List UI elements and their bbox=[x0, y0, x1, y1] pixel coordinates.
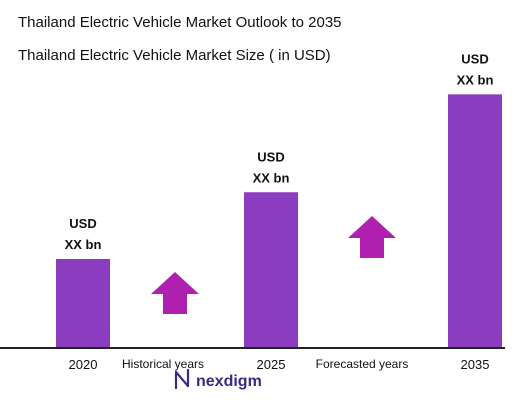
value-label: USD bbox=[257, 149, 284, 164]
value-label: XX bn bbox=[253, 170, 290, 185]
x-tick-label: 2020 bbox=[69, 357, 98, 372]
period-note: Forecasted years bbox=[316, 357, 409, 371]
nexdigm-logo-icon bbox=[174, 368, 190, 390]
chart-title: Thailand Electric Vehicle Market Outlook… bbox=[18, 14, 342, 31]
chart-subtitle: Thailand Electric Vehicle Market Size ( … bbox=[18, 47, 331, 64]
bars-group bbox=[56, 94, 502, 348]
value-label: USD bbox=[461, 51, 488, 66]
x-tick-label: 2025 bbox=[257, 357, 286, 372]
up-arrow-icon bbox=[348, 216, 396, 258]
value-label: USD bbox=[69, 216, 96, 231]
growth-arrows-group bbox=[151, 216, 396, 314]
labels-group: USD XX bn 2020 USD XX bn 2025 USD XX bn 2035 Hist… bbox=[65, 51, 494, 372]
nexdigm-logo: nexdigm bbox=[174, 368, 262, 390]
value-label: XX bn bbox=[457, 72, 494, 87]
up-arrow-icon bbox=[151, 272, 199, 314]
x-tick-label: 2035 bbox=[461, 357, 490, 372]
bar-2025 bbox=[244, 192, 298, 348]
bar-2035 bbox=[448, 94, 502, 348]
value-label: XX bn bbox=[65, 237, 102, 252]
period-note: Historical years bbox=[122, 357, 204, 371]
bar-2020 bbox=[56, 259, 110, 348]
logo-text: nexdigm bbox=[196, 373, 262, 390]
